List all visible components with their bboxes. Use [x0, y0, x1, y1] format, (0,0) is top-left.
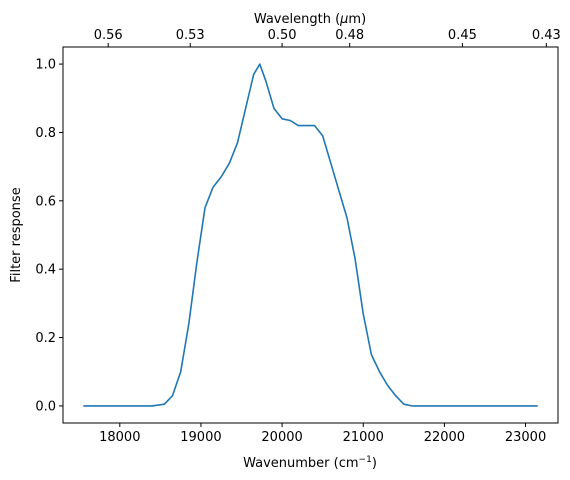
- top-tick-label: 0.43: [532, 28, 561, 43]
- y-tick-label: 0.6: [35, 194, 56, 209]
- filter-response-line: [83, 63, 538, 407]
- x-tick-label: 22000: [424, 430, 465, 445]
- x-tick-label: 18000: [99, 430, 140, 445]
- x-tick-label: 19000: [180, 430, 221, 445]
- plot-frame: [62, 46, 559, 424]
- x-tick-label: 20000: [261, 430, 302, 445]
- y-tick-label: 0.0: [35, 399, 56, 414]
- top-tick-label: 0.48: [335, 28, 364, 43]
- y-tick-label: 1.0: [35, 58, 56, 73]
- top-tick-label: 0.56: [94, 28, 123, 43]
- y-tick-label: 0.2: [35, 331, 56, 346]
- top-tick-label: 0.53: [176, 28, 205, 43]
- top-tick-label: 0.45: [448, 28, 477, 43]
- x-tick-label: 23000: [505, 430, 546, 445]
- top-tick-label: 0.50: [268, 28, 297, 43]
- x-tick-label: 21000: [343, 430, 384, 445]
- y-tick-label: 0.8: [35, 126, 56, 141]
- y-axis-title: Filter response: [9, 187, 24, 282]
- x-axis-title: Wavenumber (cm−1): [243, 455, 377, 471]
- top-axis-title: Wavelength (μm): [254, 12, 366, 27]
- y-tick-label: 0.4: [35, 263, 56, 278]
